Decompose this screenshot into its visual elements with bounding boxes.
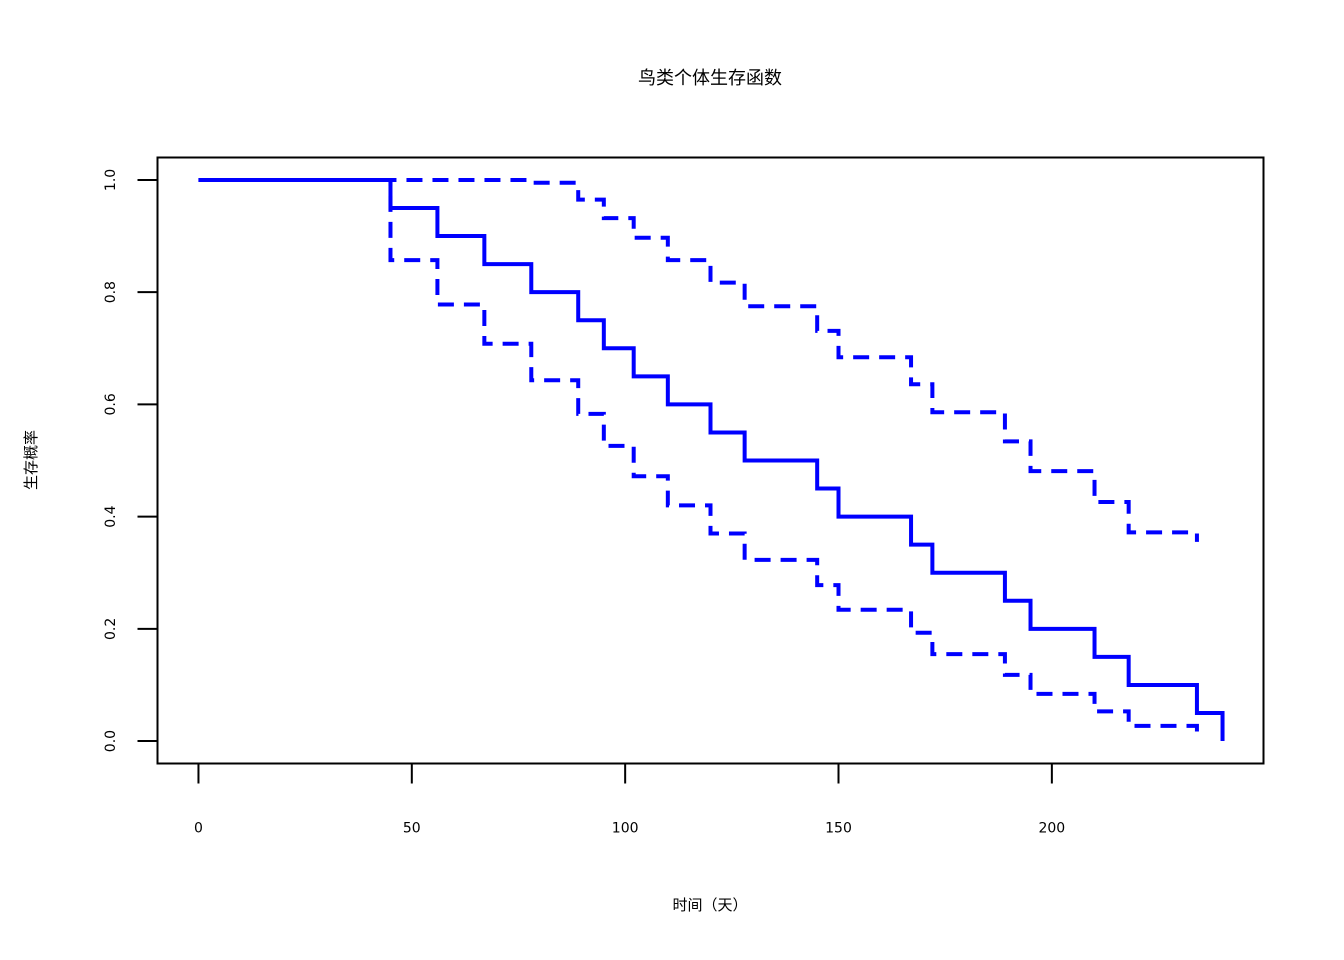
survival-curve — [198, 177, 1225, 742]
y-tick-label: 0.6 — [103, 393, 119, 415]
y-axis-label: 生存概率 — [22, 430, 40, 490]
x-tick-label: 100 — [612, 821, 639, 837]
y-tick-label: 1.0 — [103, 169, 119, 191]
x-tick-label: 0 — [194, 821, 203, 837]
x-axis: 0 50 100 150 200 — [194, 763, 1065, 837]
confidence-bound-2 — [198, 177, 1199, 542]
plot-area-frame — [156, 156, 1265, 765]
y-tick-label: 0.0 — [103, 730, 119, 752]
chart-title: 鸟类个体生存函数 — [638, 68, 782, 89]
x-tick-label: 50 — [403, 821, 421, 837]
x-tick-label: 150 — [825, 821, 852, 837]
y-tick-label: 0.8 — [103, 281, 119, 303]
x-axis-label: 时间（天） — [672, 896, 747, 914]
y-axis: 0.0 0.2 0.4 0.6 0.8 1.0 — [103, 169, 158, 752]
confidence-bound-1 — [198, 177, 1199, 739]
y-tick-label: 0.2 — [103, 618, 119, 640]
y-tick-label: 0.4 — [103, 505, 119, 527]
x-tick-label: 200 — [1038, 821, 1065, 837]
series-layer — [198, 177, 1225, 742]
